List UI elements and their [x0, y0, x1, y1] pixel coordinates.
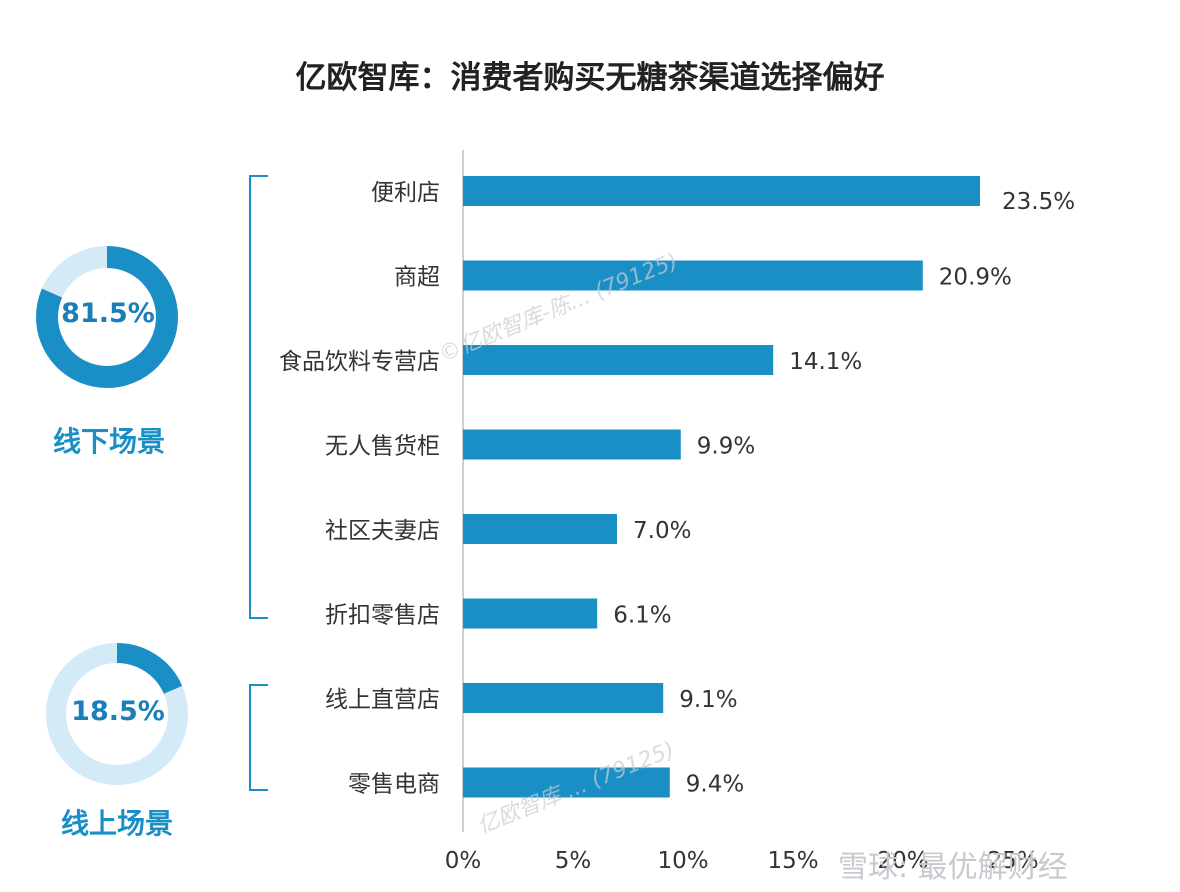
online-donut-arc — [46, 643, 188, 785]
online-share-label: 18.5% — [71, 696, 165, 727]
footer-watermark: 雪球: 最优解财经 — [838, 850, 1068, 885]
value-label: 9.9% — [697, 434, 755, 460]
category-label: 商超 — [394, 265, 440, 291]
offline-bracket — [249, 175, 268, 619]
value-label: 20.9% — [939, 265, 1012, 291]
bar-6 — [463, 598, 598, 629]
value-label: 6.1% — [613, 603, 671, 629]
x-tick-label: 15% — [767, 848, 818, 874]
chart-title: 亿欧智库：消费者购买无糖茶渠道选择偏好 — [295, 60, 885, 96]
category-label: 食品饮料专营店 — [279, 349, 440, 375]
offline-share-label: 81.5% — [61, 298, 155, 329]
bar-5 — [463, 514, 617, 544]
category-label: 线上直营店 — [325, 687, 440, 713]
value-label: 9.4% — [686, 772, 744, 798]
value-label: 23.5% — [1002, 189, 1075, 215]
x-tick-label: 5% — [555, 848, 592, 874]
offline-donut-arc — [36, 246, 178, 388]
online-bracket — [249, 684, 268, 791]
bar-1 — [463, 176, 980, 206]
category-label: 社区夫妻店 — [325, 518, 440, 544]
x-tick-label: 20% — [877, 848, 928, 874]
x-tick-label: 25% — [987, 848, 1038, 874]
value-label: 7.0% — [633, 518, 691, 544]
value-label: 14.1% — [789, 349, 862, 375]
bar-2 — [463, 260, 923, 291]
offline-scene-label: 线下场景 — [52, 425, 165, 458]
bar-8 — [463, 767, 670, 798]
x-tick-label: 10% — [657, 848, 708, 874]
category-label: 折扣零售店 — [325, 603, 440, 629]
online-scene-label: 线上场景 — [60, 807, 173, 840]
category-label: 无人售货柜 — [325, 434, 440, 460]
bar-7 — [463, 683, 664, 713]
x-tick-label: 0% — [445, 848, 482, 874]
bar-3 — [463, 345, 774, 375]
bar-4 — [463, 429, 681, 460]
category-label: 便利店 — [371, 180, 440, 206]
category-label: 零售电商 — [348, 772, 440, 798]
value-label: 9.1% — [679, 687, 737, 713]
